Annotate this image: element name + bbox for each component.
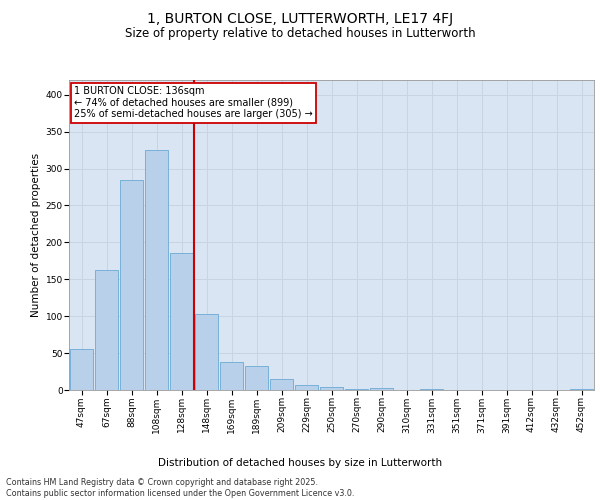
Y-axis label: Number of detached properties: Number of detached properties [31, 153, 41, 317]
Text: Contains HM Land Registry data © Crown copyright and database right 2025.
Contai: Contains HM Land Registry data © Crown c… [6, 478, 355, 498]
Bar [145, 150, 169, 390]
Bar [220, 362, 244, 390]
Bar [95, 270, 118, 390]
Bar [419, 388, 443, 390]
Text: Size of property relative to detached houses in Lutterworth: Size of property relative to detached ho… [125, 28, 475, 40]
Bar [569, 388, 593, 390]
Text: 1 BURTON CLOSE: 136sqm
← 74% of detached houses are smaller (899)
25% of semi-de: 1 BURTON CLOSE: 136sqm ← 74% of detached… [74, 86, 313, 120]
Bar [70, 350, 94, 390]
Bar [370, 388, 394, 390]
Bar [295, 385, 319, 390]
Bar [320, 387, 343, 390]
Text: 1, BURTON CLOSE, LUTTERWORTH, LE17 4FJ: 1, BURTON CLOSE, LUTTERWORTH, LE17 4FJ [147, 12, 453, 26]
Bar [170, 254, 193, 390]
Bar [119, 180, 143, 390]
Bar [245, 366, 268, 390]
Text: Distribution of detached houses by size in Lutterworth: Distribution of detached houses by size … [158, 458, 442, 468]
Bar [194, 314, 218, 390]
Bar [269, 379, 293, 390]
